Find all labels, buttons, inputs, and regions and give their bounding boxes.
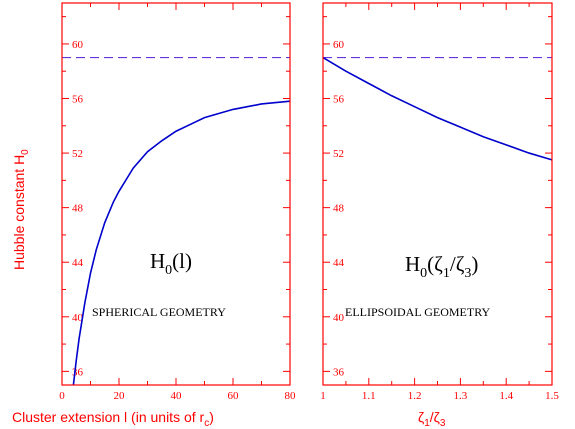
- right-x-axis-label: ζ1/ζ3: [418, 409, 446, 429]
- right-y-tick-label: 60: [333, 39, 345, 51]
- left-series: [62, 56, 291, 386]
- right-annotation-formula: H0(ζ1/ζ3): [405, 252, 478, 281]
- left-annotation-geometry: SPHERICAL GEOMETRY: [92, 305, 226, 319]
- left-y-tick-label: 60: [72, 39, 84, 51]
- right-plot-frame: [322, 2, 553, 386]
- left-x-tick-label: 60: [228, 390, 240, 402]
- right-annotation-geometry: ELLIPSOIDAL GEOMETRY: [345, 305, 491, 319]
- left-y-axis-label: Hubble constant H0: [11, 149, 31, 270]
- left-y-tick-label: 56: [72, 94, 84, 106]
- right-y-tick-label: 40: [333, 312, 345, 324]
- right-x-tick-label: 1.5: [545, 390, 559, 402]
- left-panel: 36 40 44 48 52 56 60 0 20 40 60 80 H0(l) SPHERICAL …: [11, 2, 296, 429]
- right-y-tick-label: 48: [333, 203, 345, 215]
- right-x-tick-label: 1.2: [408, 390, 422, 402]
- right-series-line-0: [322, 56, 553, 161]
- left-x-tick-label: 20: [114, 390, 126, 402]
- left-x-tick-label: 40: [171, 390, 183, 402]
- left-y-tick-label: 36: [72, 366, 84, 378]
- right-y-tick-label: 36: [333, 366, 345, 378]
- right-x-tick-label: 1.1: [362, 390, 376, 402]
- left-y-tick-label: 52: [72, 148, 83, 160]
- right-y-tick-label: 44: [333, 257, 345, 269]
- left-x-axis-label: Cluster extension l (in units of rc): [12, 409, 214, 429]
- left-y-tick-label: 48: [72, 203, 84, 215]
- left-ticks: 36 40 44 48 52 56 60 0 20 40 60 80: [59, 3, 296, 402]
- right-x-tick-label: 1: [320, 390, 326, 402]
- right-x-tick-label: 1.3: [454, 390, 468, 402]
- right-y-tick-label: 56: [333, 94, 345, 106]
- left-y-tick-label: 44: [72, 257, 84, 269]
- left-x-tick-label: 0: [59, 390, 65, 402]
- right-series: [322, 56, 553, 161]
- right-y-tick-label: 52: [333, 148, 344, 160]
- left-series-line-0: [72, 100, 291, 386]
- left-x-tick-label: 80: [285, 390, 297, 402]
- left-plot-frame: [61, 2, 291, 386]
- right-x-tick-label: 1.4: [499, 390, 513, 402]
- left-y-tick-label: 40: [72, 312, 84, 324]
- left-annotation-formula: H0(l): [150, 249, 192, 278]
- right-panel: 36 40 44 48 52 56 60 1 1.1 1.2 1.3 1.4 1.5 H0(ζ1/ζ3)…: [320, 2, 559, 429]
- right-ticks: 36 40 44 48 52 56 60 1 1.1 1.2 1.3 1.4 1.5: [320, 3, 559, 402]
